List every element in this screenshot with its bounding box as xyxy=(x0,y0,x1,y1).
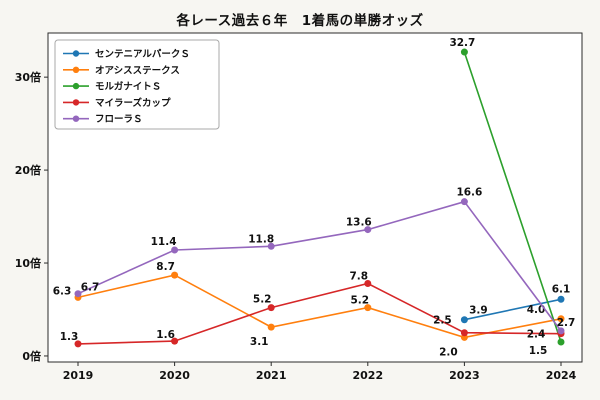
point-value-label: 13.6 xyxy=(346,217,372,229)
x-tick-label: 2019 xyxy=(63,369,94,382)
data-point xyxy=(460,198,468,206)
legend-label: センテニアルパークＳ xyxy=(95,48,190,60)
legend-box xyxy=(54,39,220,130)
legend-marker xyxy=(72,82,80,90)
data-point xyxy=(267,323,275,331)
data-point xyxy=(171,337,179,345)
data-point xyxy=(557,315,565,323)
point-value-label: 7.8 xyxy=(349,270,368,282)
point-value-label: 3.1 xyxy=(250,336,269,348)
point-value-label: 11.8 xyxy=(248,233,274,245)
point-value-label: 2.0 xyxy=(439,346,458,358)
data-point xyxy=(267,304,275,312)
x-tick-label: 2023 xyxy=(449,369,480,382)
y-tick-label: 20倍 xyxy=(15,163,41,177)
data-point xyxy=(557,327,565,335)
data-point xyxy=(267,242,275,250)
point-value-label: 32.7 xyxy=(449,37,475,49)
legend-marker xyxy=(72,50,80,57)
legend-marker xyxy=(72,66,80,74)
data-point xyxy=(74,290,82,298)
series-line-1 xyxy=(77,274,562,339)
data-point xyxy=(557,295,565,303)
series-line-2 xyxy=(463,51,562,343)
x-tick-label: 2020 xyxy=(159,369,190,382)
x-tick-label: 2021 xyxy=(256,369,287,382)
point-value-label: 1.3 xyxy=(60,331,79,343)
point-value-label: 6.3 xyxy=(53,285,72,297)
data-point xyxy=(364,304,372,312)
data-point xyxy=(171,271,179,279)
point-value-label: 5.2 xyxy=(253,294,272,306)
y-tick-label: 0倍 xyxy=(22,349,41,363)
point-value-label: 11.4 xyxy=(151,236,177,248)
legend-marker xyxy=(72,99,80,106)
point-value-label: 2.7 xyxy=(557,317,576,329)
series-line-4 xyxy=(77,200,562,332)
point-value-label: 2.5 xyxy=(433,315,452,327)
point-value-label: 1.6 xyxy=(156,329,175,341)
series-line-3 xyxy=(77,282,562,345)
point-value-label: 3.9 xyxy=(469,305,488,317)
point-value-label: 6.7 xyxy=(81,282,100,294)
chart-title: 各レース過去６年 1着馬の単勝オッズ xyxy=(176,13,424,29)
data-point xyxy=(364,279,372,287)
x-tick-label: 2022 xyxy=(352,369,383,382)
point-value-label: 4.0 xyxy=(527,304,546,316)
point-value-label: 2.4 xyxy=(527,329,546,341)
data-point xyxy=(171,246,179,254)
data-point xyxy=(460,316,468,324)
point-value-label: 16.6 xyxy=(456,187,482,199)
point-value-label: 1.5 xyxy=(529,345,548,357)
data-point xyxy=(74,340,82,348)
legend-label: マイラーズカップ xyxy=(95,97,171,109)
series-line-0 xyxy=(464,298,562,321)
point-value-label: 8.7 xyxy=(156,261,175,273)
point-value-label: 6.1 xyxy=(552,283,571,295)
data-point xyxy=(364,226,372,234)
data-point xyxy=(460,48,468,56)
point-value-label: 5.2 xyxy=(350,295,369,307)
data-point xyxy=(460,329,468,337)
y-tick-label: 30倍 xyxy=(15,70,41,84)
legend-label: モルガナイトＳ xyxy=(95,81,161,93)
x-tick-label: 2024 xyxy=(546,369,577,382)
y-tick-label: 10倍 xyxy=(15,256,41,270)
legend-label: オアシスステークス xyxy=(95,65,180,76)
legend-label: フローラＳ xyxy=(95,114,143,125)
legend-marker xyxy=(72,115,80,122)
data-point xyxy=(557,338,565,346)
